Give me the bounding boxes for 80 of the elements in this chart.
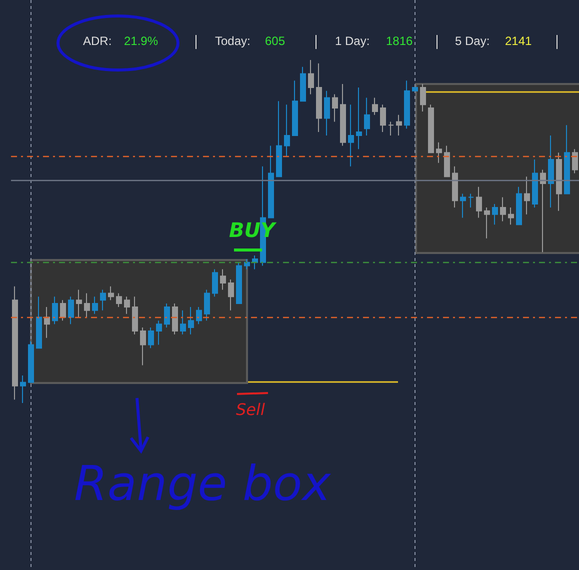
candlestick — [140, 327, 146, 366]
candlestick — [444, 145, 450, 178]
candlestick — [308, 60, 314, 95]
candlestick — [236, 262, 242, 304]
candlestick — [508, 206, 514, 226]
candlestick — [244, 258, 250, 270]
candlestick — [500, 196, 506, 222]
candlestick — [548, 134, 554, 208]
candlestick — [204, 289, 210, 322]
candlestick — [196, 306, 202, 325]
candlestick — [156, 320, 162, 346]
text: 1816 — [386, 34, 413, 48]
candlestick — [84, 292, 90, 318]
text: 5 Day: — [455, 34, 490, 48]
candlestick — [212, 268, 218, 298]
candlestick — [532, 158, 538, 208]
candlestick — [228, 279, 234, 311]
candlestick — [60, 300, 66, 322]
candlestick — [268, 145, 274, 218]
candlestick — [68, 296, 74, 325]
candlestick — [348, 104, 354, 167]
candlestick — [148, 327, 154, 349]
candlestick — [180, 310, 186, 335]
candlestick — [460, 193, 466, 218]
candlestick — [284, 104, 290, 157]
text: Range box — [74, 456, 331, 512]
candlestick — [452, 166, 458, 208]
candlestick — [76, 289, 82, 318]
candlestick — [396, 114, 402, 136]
candlestick — [388, 121, 394, 136]
candlestick — [356, 86, 362, 150]
candlestick — [220, 268, 226, 290]
candlestick — [564, 124, 570, 194]
candlestick — [332, 94, 338, 122]
text: 605 — [265, 34, 286, 48]
candlestick — [428, 104, 434, 154]
text: ADR: — [83, 34, 112, 48]
candlestick — [556, 152, 562, 212]
candlestick — [492, 204, 498, 226]
text: 21.9% — [124, 34, 158, 48]
candlestick — [372, 97, 378, 116]
candlestick — [572, 148, 578, 174]
candlestick — [540, 169, 546, 253]
annotation: Sell — [236, 400, 265, 419]
candlestick — [252, 255, 258, 270]
candlestick — [292, 80, 298, 136]
candlestick — [44, 306, 50, 338]
candlestick — [300, 66, 306, 102]
candlestick — [340, 84, 346, 146]
candlestick — [420, 84, 426, 112]
candlestick — [100, 289, 106, 311]
candlestick — [276, 100, 282, 178]
candlestick — [484, 206, 490, 239]
candlestick — [52, 296, 58, 325]
candlestick — [172, 303, 178, 335]
candlestick — [28, 340, 34, 383]
text: 1 Day: — [335, 34, 370, 48]
candlestick — [108, 286, 114, 301]
candlestick — [436, 142, 442, 164]
candlestick — [404, 80, 410, 130]
candlestick — [124, 296, 130, 314]
text: 2141 — [505, 34, 532, 48]
candlestick — [116, 292, 122, 308]
candlestick — [316, 62, 322, 133]
candlestick — [412, 86, 418, 92]
candlestick — [380, 104, 386, 133]
candlestick — [36, 296, 42, 349]
candlestick — [468, 193, 474, 208]
candlestick — [524, 176, 530, 215]
candlestick — [92, 296, 98, 314]
candlestick — [132, 296, 138, 335]
candlestick — [188, 306, 194, 335]
candlestick — [516, 186, 522, 226]
candlestick — [476, 186, 482, 218]
candlestick — [20, 375, 26, 404]
candlestick — [164, 303, 170, 328]
candlestick — [324, 90, 330, 136]
text: Today: — [215, 34, 250, 48]
candlestick — [12, 286, 18, 400]
candlestick — [364, 97, 370, 136]
